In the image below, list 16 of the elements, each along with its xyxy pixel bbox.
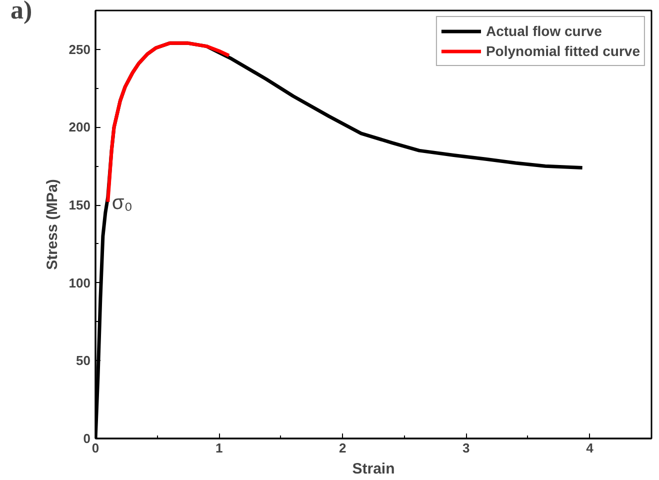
x-tick-label: 3 (462, 440, 470, 456)
legend-label: Actual flow curve (486, 23, 602, 39)
x-axis-title: Strain (352, 460, 395, 478)
y-tick-label: 100 (68, 275, 91, 290)
x-tick-label: 1 (215, 440, 223, 456)
y-tick-label: 150 (68, 198, 91, 213)
x-tick-label: 4 (586, 440, 594, 456)
x-tick-label: 2 (338, 440, 346, 456)
legend-label: Polynomial fitted curve (486, 43, 640, 59)
y-tick-label: 50 (76, 353, 91, 368)
annotation: σ₀ (112, 192, 133, 214)
y-tick-label: 0 (83, 431, 91, 446)
y-tick-label: 250 (68, 42, 91, 57)
y-tick-label: 200 (68, 120, 91, 135)
text: a) (10, 0, 32, 24)
y-axis-title: Stress (MPa) (44, 179, 61, 270)
